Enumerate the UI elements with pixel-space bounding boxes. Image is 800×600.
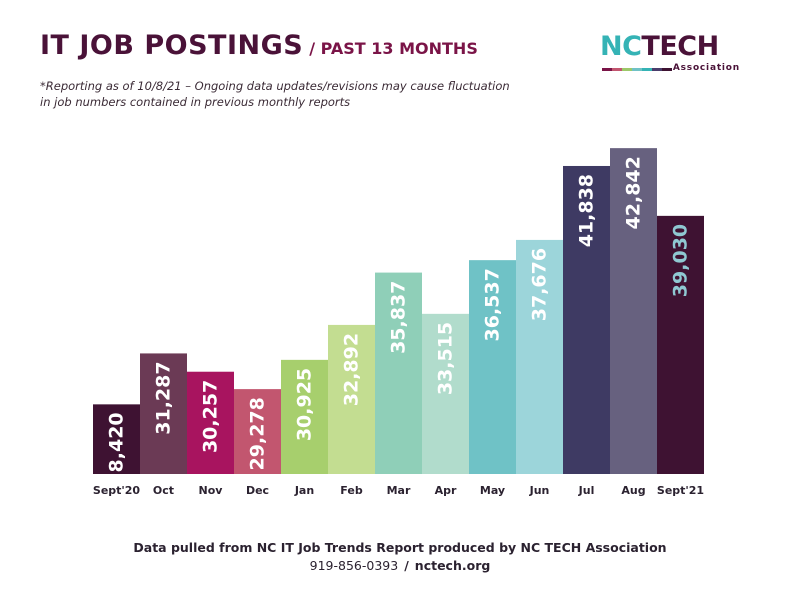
logo-nc: NC — [600, 31, 642, 62]
bar-sept20 — [93, 404, 140, 474]
nctech-logo[interactable]: NCTECH Association — [600, 32, 740, 76]
bar-apr — [422, 313, 469, 474]
bar-value-label: 37,676 — [529, 248, 551, 321]
bar-value-label: 35,837 — [388, 281, 410, 354]
logo-stripe-segment — [662, 68, 672, 71]
bar-oct — [140, 353, 187, 474]
bar-value-label: 29,278 — [247, 397, 269, 470]
bar-aug — [610, 148, 657, 474]
x-tick-label: Oct — [153, 484, 174, 497]
x-tick-label: Aug — [621, 484, 645, 497]
footer-separator: / — [404, 558, 409, 573]
x-tick-label: Mar — [387, 484, 411, 497]
bar-value-label: 42,842 — [623, 156, 645, 229]
title-subtitle: / PAST 13 MONTHS — [309, 39, 478, 58]
x-tick-label: Nov — [199, 484, 224, 497]
x-tick-label: Apr — [435, 484, 457, 497]
logo-stripe-segment — [632, 68, 642, 71]
x-tick-label: May — [480, 484, 505, 497]
bar-sept21 — [657, 215, 704, 474]
logo-stripe-segment — [652, 68, 662, 71]
logo-stripe-segment — [612, 68, 622, 71]
bar-jul — [563, 165, 610, 475]
x-tick-label: Jan — [294, 484, 314, 497]
bar-may — [469, 260, 516, 474]
logo-stripe-segment — [602, 68, 612, 71]
reporting-note: *Reporting as of 10/8/21 – Ongoing data … — [40, 79, 510, 109]
logo-association: Association — [672, 63, 740, 73]
bar-nov — [187, 371, 234, 474]
bar-feb — [328, 324, 375, 474]
chart-title: IT JOB POSTINGS / PAST 13 MONTHS — [40, 30, 478, 61]
bar-value-label: 36,537 — [482, 268, 504, 341]
footer-source: Data pulled from NC IT Job Trends Report… — [133, 540, 667, 555]
logo-color-stripe — [602, 68, 672, 71]
x-tick-label: Dec — [246, 484, 269, 497]
bar-dec — [234, 389, 281, 474]
title-main: IT JOB POSTINGS — [40, 30, 304, 61]
bar-jun — [516, 239, 563, 474]
x-tick-label: Feb — [340, 484, 363, 497]
logo-stripe-segment — [622, 68, 632, 71]
bar-value-label: 30,925 — [294, 368, 316, 441]
bar-value-label: 28,420 — [106, 412, 128, 485]
logo-wordmark: NCTECH — [600, 32, 740, 62]
bar-jan — [281, 359, 328, 474]
logo-stripe-segment — [642, 68, 652, 71]
logo-tech: TECH — [641, 31, 719, 62]
bar-value-label: 30,257 — [200, 380, 222, 453]
bar-value-label: 33,515 — [435, 322, 457, 395]
x-tick-label: Sept'21 — [657, 484, 704, 497]
x-tick-label: Jul — [578, 484, 595, 497]
bar-value-label: 32,892 — [341, 333, 363, 406]
x-tick-label: Sept'20 — [93, 484, 141, 497]
footer-phone: 919-856-0393 — [309, 558, 399, 573]
bar-value-label: 31,287 — [153, 361, 175, 434]
bar-value-label: 41,838 — [576, 174, 598, 247]
bar-mar — [375, 272, 422, 474]
bar-value-label: 39,030 — [670, 224, 692, 297]
x-tick-label: Jun — [529, 484, 550, 497]
footer-url[interactable]: nctech.org — [414, 558, 491, 573]
footer-contact: 919-856-0393 / nctech.org — [0, 558, 800, 573]
